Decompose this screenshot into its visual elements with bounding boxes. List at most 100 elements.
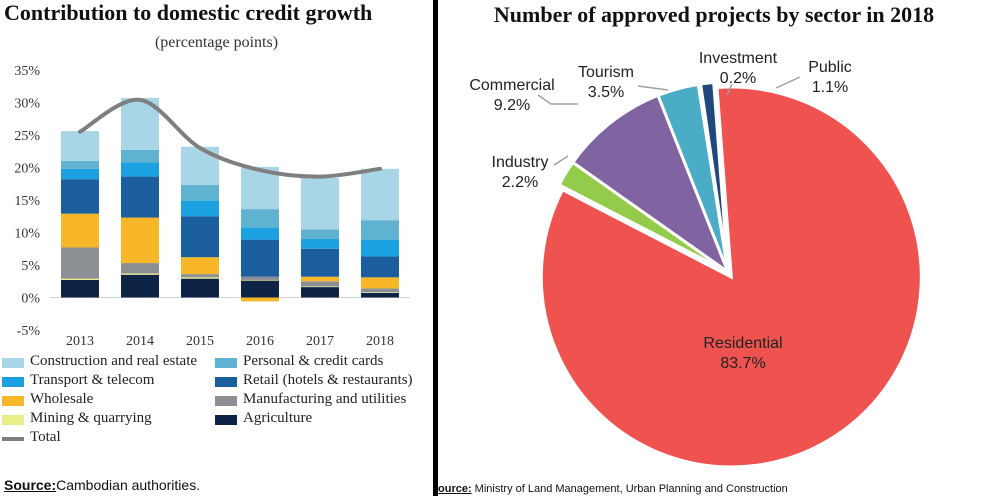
bar-segment: [361, 239, 399, 257]
bar-segment: [241, 209, 279, 228]
pie-label-name: Public: [808, 59, 852, 76]
legend-label: Manufacturing and utilities: [243, 391, 407, 407]
pie-leader-line: [553, 155, 569, 166]
source-text: Cambodian authorities.: [56, 477, 201, 493]
y-tick-label: 5%: [21, 259, 40, 274]
legend-label: Wholesale: [30, 391, 94, 407]
legend-swatch-wholesale: [2, 396, 24, 406]
bar-segment: [241, 276, 279, 280]
bar-segment: [301, 177, 339, 230]
bar-segment: [361, 168, 399, 221]
bar-segment: [181, 277, 219, 279]
pie-slice: [698, 80, 730, 273]
legend-label: Agriculture: [243, 410, 313, 426]
stacked-bar-chart: -5% 0% 5% 10% 15% 20% 25% 30% 35% 2013 2014 2015 201…: [14, 64, 410, 349]
y-tick-label: 35%: [14, 64, 40, 79]
bar-segment: [61, 168, 99, 180]
bar-segment: [61, 131, 99, 161]
bar-segment: [121, 273, 159, 275]
source-text: Ministry of Land Management, Urban Plann…: [471, 483, 788, 495]
bar-chart-title: Contribution to domestic credit growth: [4, 0, 373, 25]
bar-segment: [301, 276, 339, 282]
x-tick-label: 2014: [126, 334, 154, 349]
bar-segment: [121, 162, 159, 177]
bar-segment: [61, 278, 99, 280]
pie-label-name: Tourism: [578, 64, 634, 81]
pie-leader-line: [637, 85, 669, 91]
bar-segment: [181, 146, 219, 186]
x-tick-label: 2013: [66, 334, 94, 349]
legend-swatch-retail: [215, 377, 237, 387]
legend-label: Mining & quarrying: [30, 410, 152, 426]
bar-segment: [121, 176, 159, 218]
legend-label: Transport & telecom: [30, 372, 155, 388]
pie-leader-line: [726, 83, 733, 96]
bar-segment: [241, 279, 279, 281]
legend-swatch-manufacturing: [215, 396, 237, 406]
pie-chart-title: Number of approved projects by sector in…: [493, 2, 935, 27]
bar-segment: [361, 256, 399, 278]
pie-label-value: 2.2%: [502, 174, 538, 191]
source-key: ource:: [438, 483, 472, 495]
x-tick-label: 2015: [186, 334, 214, 349]
pie-slice: [539, 85, 923, 469]
bar-segment: [361, 277, 399, 289]
pie-chart-source: ource: Ministry of Land Management, Urba…: [438, 483, 788, 495]
y-tick-label: 30%: [14, 97, 40, 112]
bar-segment: [241, 280, 279, 298]
x-tick-label: 2017: [306, 334, 334, 349]
pie-label-value: 9.2%: [494, 97, 530, 114]
y-tick-label: 15%: [14, 194, 40, 209]
bar-segment: [61, 247, 99, 279]
bar-segment: [61, 161, 99, 169]
source-key: Source:: [4, 477, 57, 493]
pie-label-value: 3.5%: [588, 84, 624, 101]
bar-segment: [61, 279, 99, 298]
legend-swatch-personal: [215, 358, 237, 368]
x-tick-label: 2018: [366, 334, 394, 349]
pie-label-name: Industry: [492, 154, 549, 171]
bar-segment: [241, 227, 279, 240]
right-chart-panel: Number of approved projects by sector in…: [438, 0, 990, 496]
pie-label-value: 83.7%: [720, 355, 765, 372]
bar-segment: [301, 281, 339, 287]
bar-segment: [121, 217, 159, 264]
total-line: [78, 97, 382, 179]
legend-label: Total: [30, 429, 61, 445]
bar-segment: [241, 239, 279, 277]
legend-label: Personal & credit cards: [243, 353, 384, 369]
bar-segment: [301, 286, 339, 288]
y-tick-label: -5%: [17, 324, 41, 339]
bar-chart-subtitle: (percentage points): [154, 34, 279, 51]
bar-segment: [121, 263, 159, 274]
legend-swatch-transport: [2, 377, 24, 387]
pie-leader-line: [775, 76, 801, 89]
bar-segment: [361, 292, 399, 298]
bar-segment: [301, 248, 339, 277]
legend-swatch-mining: [2, 415, 24, 425]
y-tick-label: 0%: [21, 292, 40, 307]
y-tick-label: 20%: [14, 162, 40, 177]
panel-divider: [433, 0, 438, 496]
bar-segment: [181, 185, 219, 201]
bar-segment: [301, 239, 339, 249]
bar-segment: [181, 274, 219, 278]
bar-segment: [181, 278, 219, 298]
bar-segment: [301, 287, 339, 298]
y-tick-label: 25%: [14, 129, 40, 144]
pie-leader-line: [537, 94, 578, 105]
pie-label-name: Residential: [703, 335, 782, 352]
legend-line-total: [2, 437, 24, 441]
bar-segment: [121, 149, 159, 163]
bar-segment: [181, 200, 219, 217]
left-chart-panel: Contribution to domestic credit growth (…: [0, 0, 433, 496]
pie-chart: Residential 83.7% Industry 2.2% Commercial 9.…: [469, 50, 923, 469]
bar-segment: [241, 297, 279, 302]
bar-segment: [361, 288, 399, 293]
pie-slice: [570, 93, 732, 277]
pie-label-name: Commercial: [469, 77, 554, 94]
pie-label-name: Investment: [699, 50, 778, 67]
bar-chart-source: Source:Cambodian authorities.: [4, 477, 200, 493]
legend-swatch-construction: [2, 358, 24, 368]
pie-label-value: 1.1%: [812, 79, 848, 96]
